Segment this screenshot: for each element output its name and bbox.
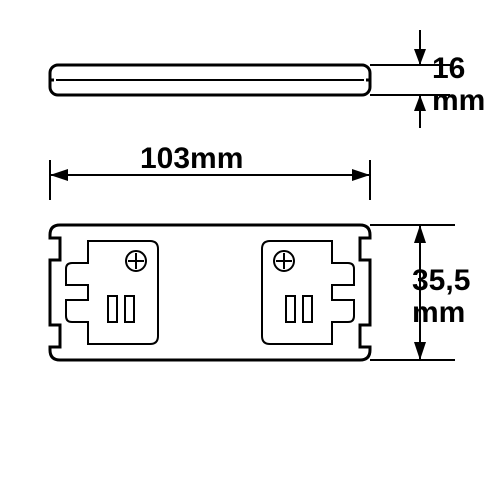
dim-length: 103mm xyxy=(50,142,370,200)
dim-width-value: 35,5 xyxy=(412,264,470,297)
dim-width: 35,5 mm xyxy=(370,225,470,360)
dim-width-unit: mm xyxy=(412,296,465,329)
dim-length-label: 103mm xyxy=(140,142,243,175)
top-view xyxy=(50,225,370,360)
dimension-drawing: 16 mm 103mm xyxy=(0,0,500,500)
dim-thickness-unit: mm xyxy=(432,84,485,117)
dim-thickness-value: 16 xyxy=(432,52,465,85)
dim-thickness: 16 mm xyxy=(370,30,485,128)
side-view xyxy=(50,65,370,95)
